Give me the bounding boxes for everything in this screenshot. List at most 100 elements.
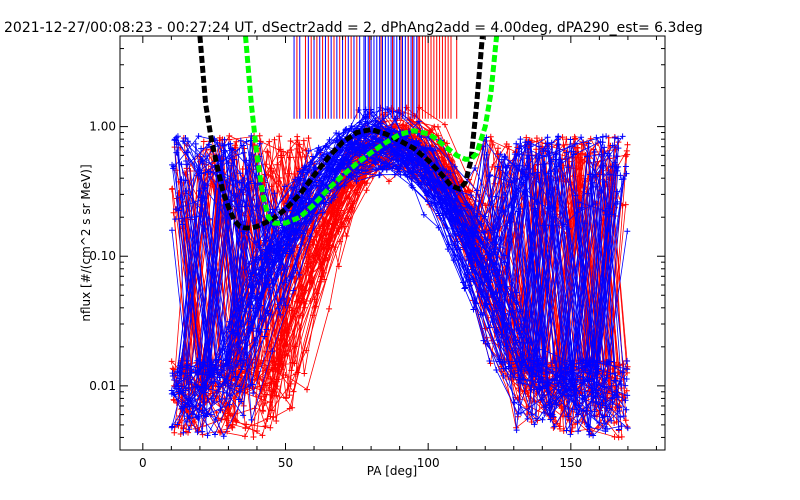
flux-point-marker (279, 253, 286, 260)
flux-point-marker (168, 387, 175, 394)
flux-point-marker (602, 208, 609, 214)
flux-point-marker (575, 428, 582, 435)
flux-point-marker (502, 163, 509, 170)
flux-point-marker (327, 164, 334, 171)
flux-point-marker (168, 358, 175, 365)
flux-point-marker (615, 145, 622, 152)
flux-point-marker (171, 376, 178, 383)
flux-point-marker (277, 311, 284, 318)
flux-point-marker (288, 146, 295, 153)
flux-point-marker (296, 168, 303, 175)
flux-point-marker (394, 166, 401, 173)
x-tick-label: 150 (559, 456, 582, 470)
flux-point-marker (578, 134, 585, 141)
flux-point-marker (317, 278, 324, 285)
flux-trace (176, 144, 620, 437)
flux-point-marker (567, 431, 574, 438)
flux-point-marker (539, 416, 546, 423)
flux-point-marker (287, 263, 294, 270)
flux-point-marker (487, 133, 494, 140)
flux-point-marker (276, 133, 283, 140)
flux-point-marker (434, 123, 441, 130)
flux-point-marker (286, 392, 293, 399)
flux-point-marker (199, 157, 206, 164)
flux-point-marker (624, 423, 631, 430)
flux-point-marker (197, 401, 204, 408)
flux-point-marker (256, 328, 263, 335)
flux-point-marker (262, 422, 269, 429)
flux-point-marker (622, 163, 629, 170)
flux-point-marker (322, 199, 329, 206)
flux-point-marker (516, 330, 523, 337)
flux-point-marker (236, 383, 243, 390)
flux-point-marker (287, 137, 294, 144)
black-model-curve (197, 35, 485, 231)
flux-point-marker (225, 160, 232, 166)
flux-point-marker (451, 163, 458, 170)
flux-point-marker (286, 215, 293, 222)
flux-point-marker (377, 163, 384, 170)
flux-point-marker (513, 162, 520, 169)
flux-point-marker (514, 298, 521, 305)
flux-trace (185, 137, 618, 427)
flux-point-marker (261, 400, 268, 407)
flux-point-marker (296, 141, 303, 148)
flux-point-marker (574, 144, 581, 151)
flux-point-marker (172, 216, 179, 223)
flux-point-marker (615, 135, 622, 142)
flux-point-marker (240, 412, 247, 419)
flux-point-marker (489, 141, 496, 148)
flux-point-marker (465, 257, 472, 264)
flux-point-marker (363, 187, 370, 194)
flux-point-marker (441, 121, 448, 128)
flux-point-marker (187, 168, 194, 175)
flux-point-marker (410, 168, 417, 175)
flux-point-marker (624, 425, 631, 432)
flux-point-marker (218, 395, 225, 402)
flux-point-marker (212, 356, 219, 363)
flux-point-marker (528, 386, 535, 393)
flux-point-marker (218, 141, 225, 148)
flux-point-marker (395, 159, 402, 166)
flux-point-marker (218, 158, 225, 165)
flux-point-marker (493, 307, 500, 314)
flux-point-marker (304, 263, 311, 270)
flux-point-marker (500, 372, 507, 379)
flux-point-marker (268, 407, 275, 414)
flux-point-marker (503, 222, 510, 229)
flux-point-marker (620, 413, 627, 420)
flux-point-marker (327, 210, 334, 217)
flux-point-marker (409, 184, 416, 191)
flux-point-marker (471, 257, 478, 264)
flux-point-marker (261, 237, 268, 244)
flux-point-marker (611, 433, 618, 440)
flux-point-marker (264, 148, 271, 155)
flux-point-marker (287, 380, 294, 387)
flux-point-marker (444, 246, 451, 253)
flux-point-marker (176, 390, 183, 397)
flux-point-marker (538, 361, 545, 368)
flux-point-marker (225, 141, 232, 148)
flux-point-marker (623, 170, 630, 177)
flux-point-marker (386, 161, 393, 168)
flux-point-marker (493, 367, 500, 374)
flux-point-marker (556, 425, 563, 432)
flux-point-marker (517, 136, 524, 143)
flux-point-marker (301, 164, 308, 171)
flux-point-marker (614, 167, 621, 174)
flux-point-marker (383, 166, 390, 173)
flux-point-marker (523, 141, 530, 148)
flux-point-marker (535, 379, 542, 386)
flux-point-marker (372, 118, 379, 125)
flux-point-marker (231, 416, 238, 423)
flux-point-marker (575, 402, 582, 409)
flux-point-marker (256, 132, 263, 139)
flux-point-marker (603, 375, 610, 382)
flux-point-marker (544, 134, 551, 141)
flux-point-marker (493, 289, 500, 296)
flux-point-marker (173, 149, 180, 156)
flux-point-marker (354, 173, 361, 180)
flux-point-marker (568, 428, 575, 435)
flux-point-marker (298, 297, 305, 304)
